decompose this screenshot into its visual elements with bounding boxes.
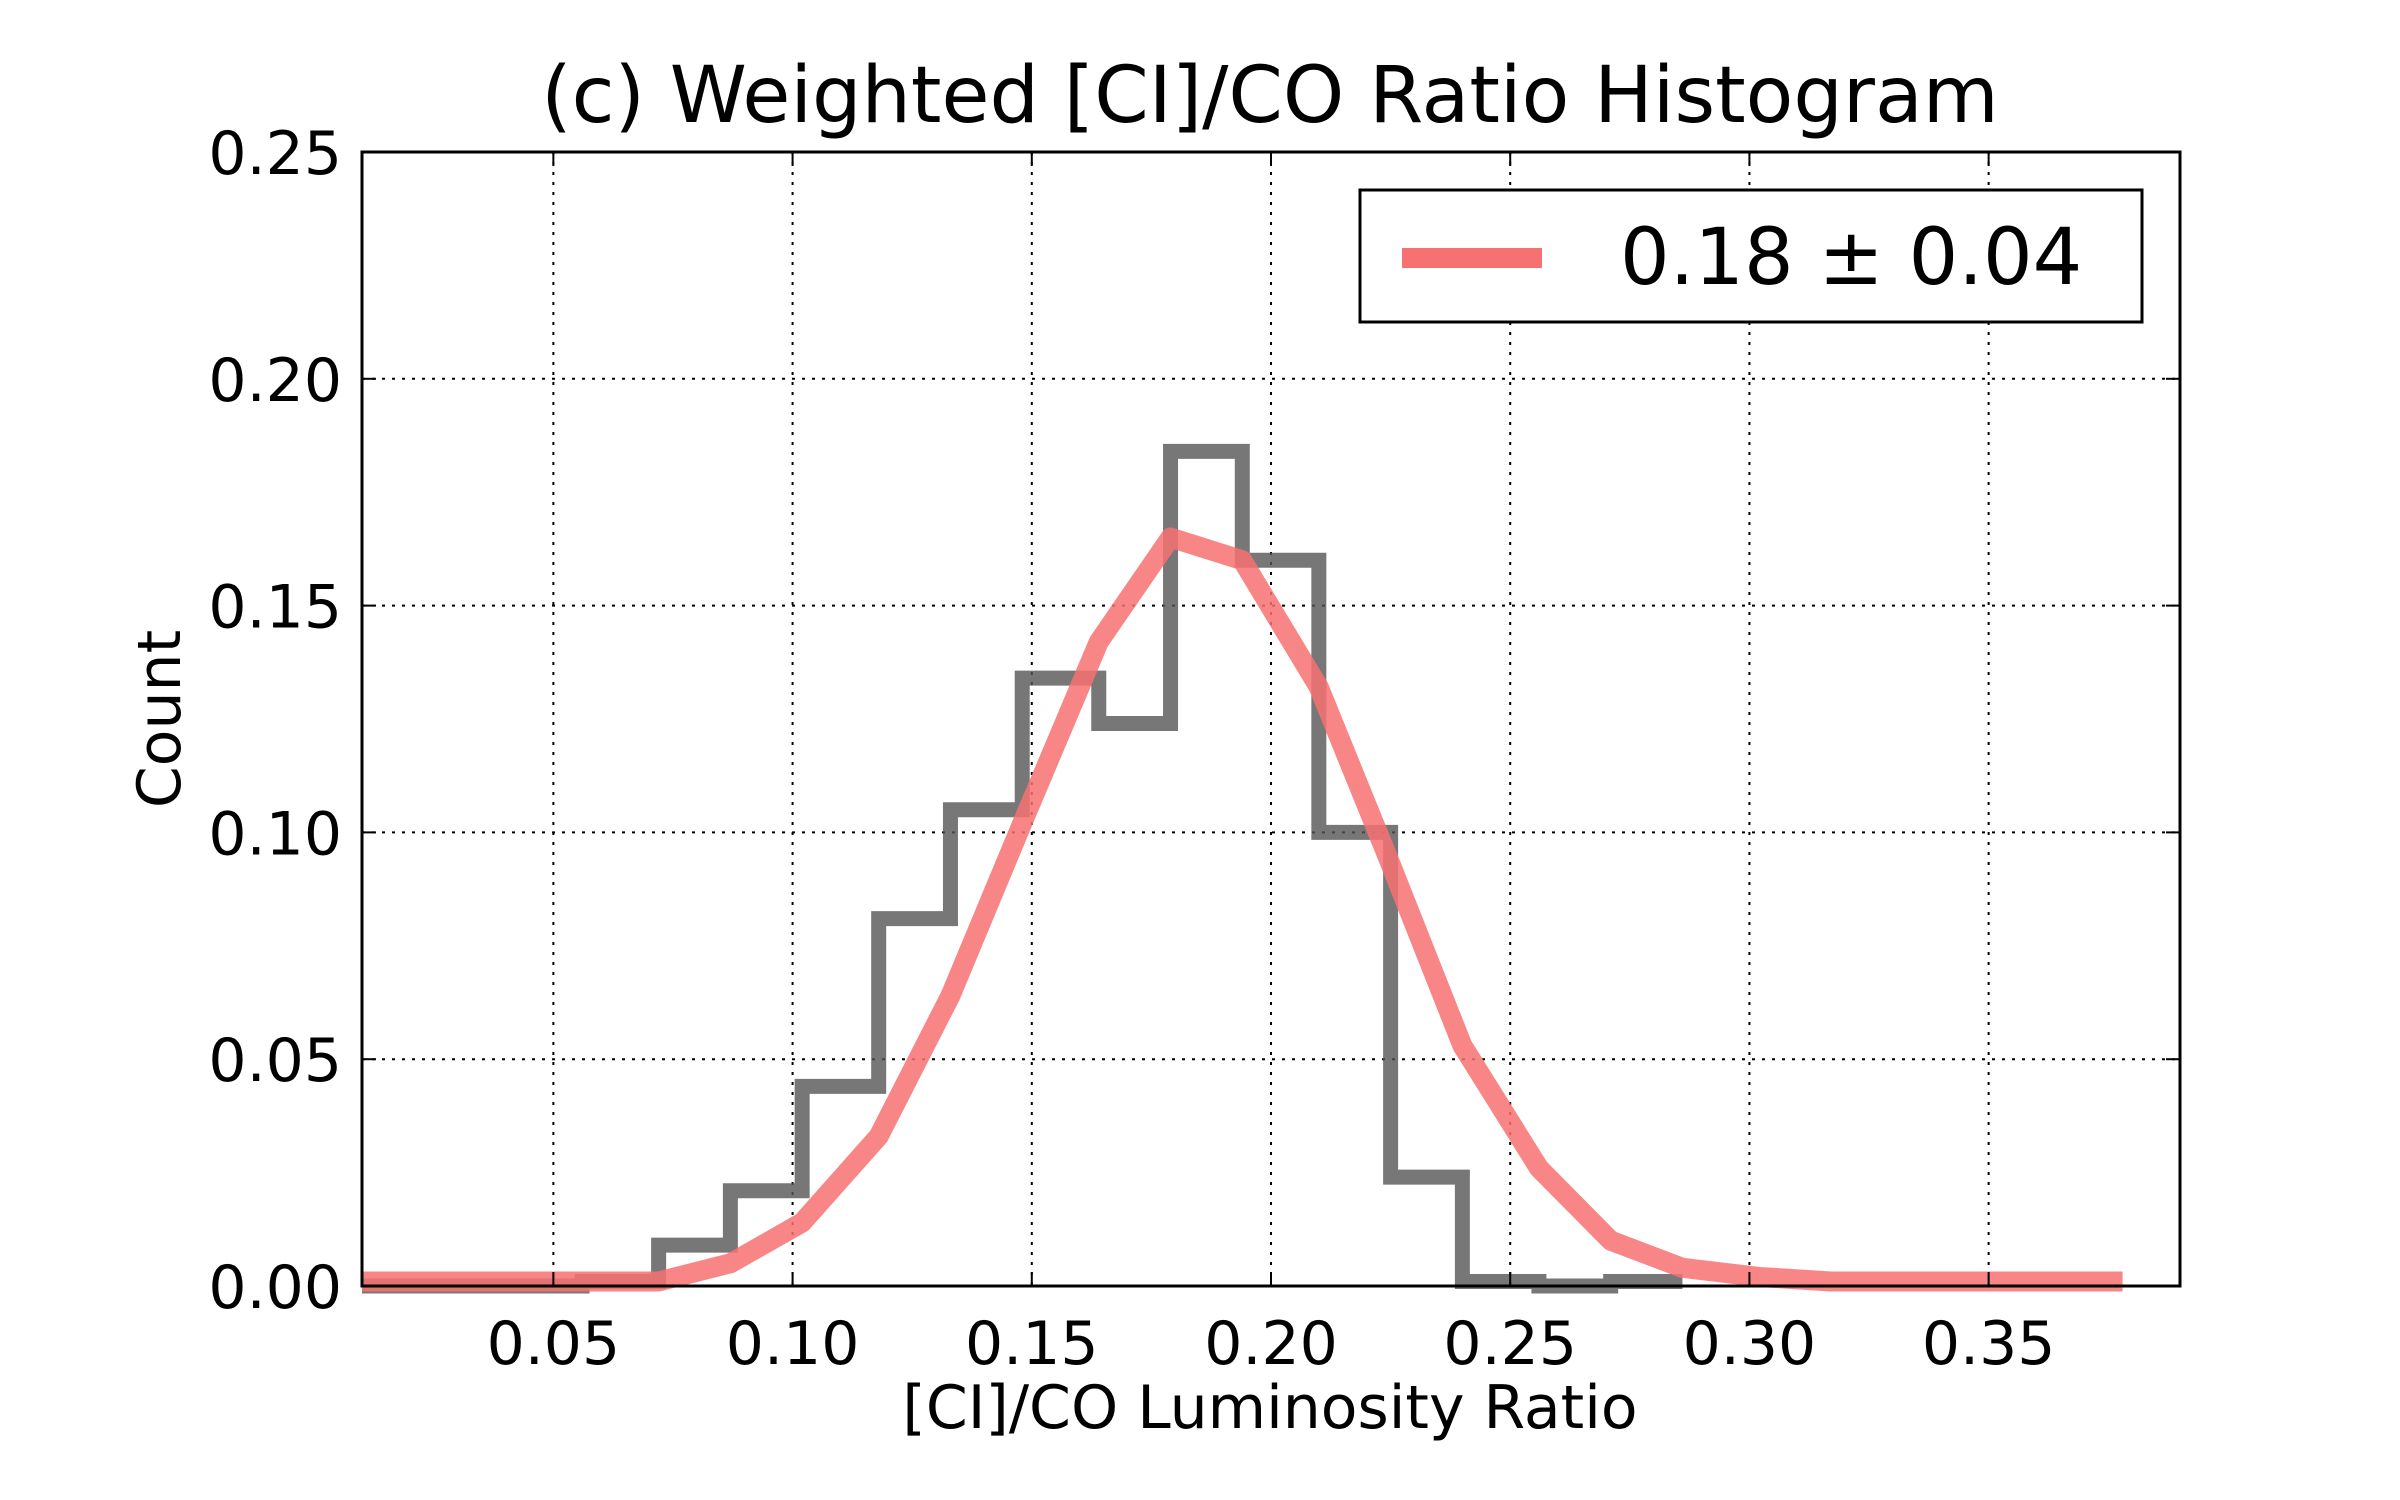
chart-title: (c) Weighted [CI]/CO Ratio Histogram — [541, 51, 1999, 141]
gaussian-fit-curve — [362, 527, 2123, 1292]
legend-label: 0.18 ± 0.04 — [1620, 213, 2082, 303]
y-tick-label: 0.20 — [208, 346, 342, 416]
x-axis-label: [CI]/CO Luminosity Ratio — [902, 1373, 1637, 1443]
y-tick-label: 0.10 — [208, 799, 342, 869]
x-tick-label: 0.15 — [965, 1309, 1099, 1379]
legend: 0.18 ± 0.04 — [1358, 188, 2144, 324]
y-axis-label: Count — [125, 630, 195, 808]
y-tick-label: 0.05 — [208, 1026, 342, 1096]
axis-ticks: 0.05 0.10 0.15 0.20 0.25 0.30 0.35 0.00 0.05 0.10… — [208, 119, 2180, 1379]
x-tick-label: 0.20 — [1204, 1309, 1338, 1379]
x-tick-label: 0.35 — [1922, 1309, 2056, 1379]
x-tick-label: 0.10 — [726, 1309, 860, 1379]
x-tick-label: 0.05 — [487, 1309, 621, 1379]
grid — [362, 152, 2180, 1286]
y-tick-label: 0.15 — [208, 573, 342, 643]
histogram-steps — [362, 443, 1683, 1294]
plot-area — [362, 443, 2123, 1294]
y-tick-label: 0.25 — [208, 119, 342, 189]
y-tick-label: 0.00 — [208, 1253, 342, 1323]
x-tick-label: 0.25 — [1443, 1309, 1577, 1379]
x-tick-label: 0.30 — [1683, 1309, 1817, 1379]
